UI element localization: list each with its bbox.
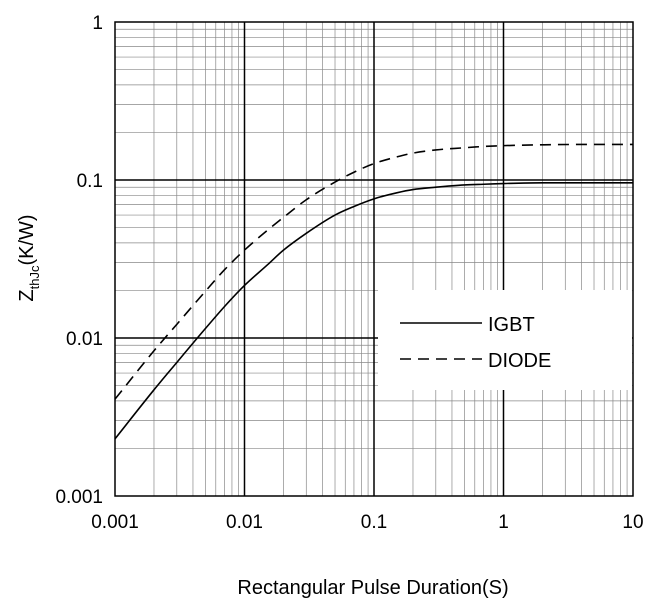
legend-box (378, 290, 632, 390)
legend-label-igbt: IGBT (488, 314, 535, 336)
legend: IGBT DIODE (378, 290, 632, 390)
y-tick-label: 0.01 (66, 329, 103, 350)
legend-label-diode: DIODE (488, 350, 551, 372)
y-tick-labels: 0.001 0.01 0.1 1 (55, 13, 103, 508)
y-tick-label: 1 (92, 13, 103, 34)
x-tick-labels: 0.001 0.01 0.1 1 10 (91, 512, 643, 533)
series-layer (114, 143, 633, 440)
y-tick-label: 0.001 (55, 487, 103, 508)
x-tick-label: 10 (622, 512, 643, 533)
x-tick-label: 0.001 (91, 512, 139, 533)
y-axis-label-unit: (K/W) (16, 214, 38, 265)
y-axis-label: ZthJc(K/W) (16, 214, 42, 301)
x-tick-label: 0.1 (361, 512, 387, 533)
plot-frame (114, 21, 634, 497)
x-axis-label: Rectangular Pulse Duration(S) (237, 577, 508, 599)
x-tick-label: 1 (498, 512, 509, 533)
series-line-igbt (114, 182, 633, 440)
y-tick-label: 0.1 (77, 171, 103, 192)
x-tick-label: 0.01 (226, 512, 263, 533)
series-line-diode (114, 143, 633, 400)
y-axis-label-subscript: thJc (27, 265, 42, 289)
y-axis-label-main: Z (16, 289, 38, 301)
